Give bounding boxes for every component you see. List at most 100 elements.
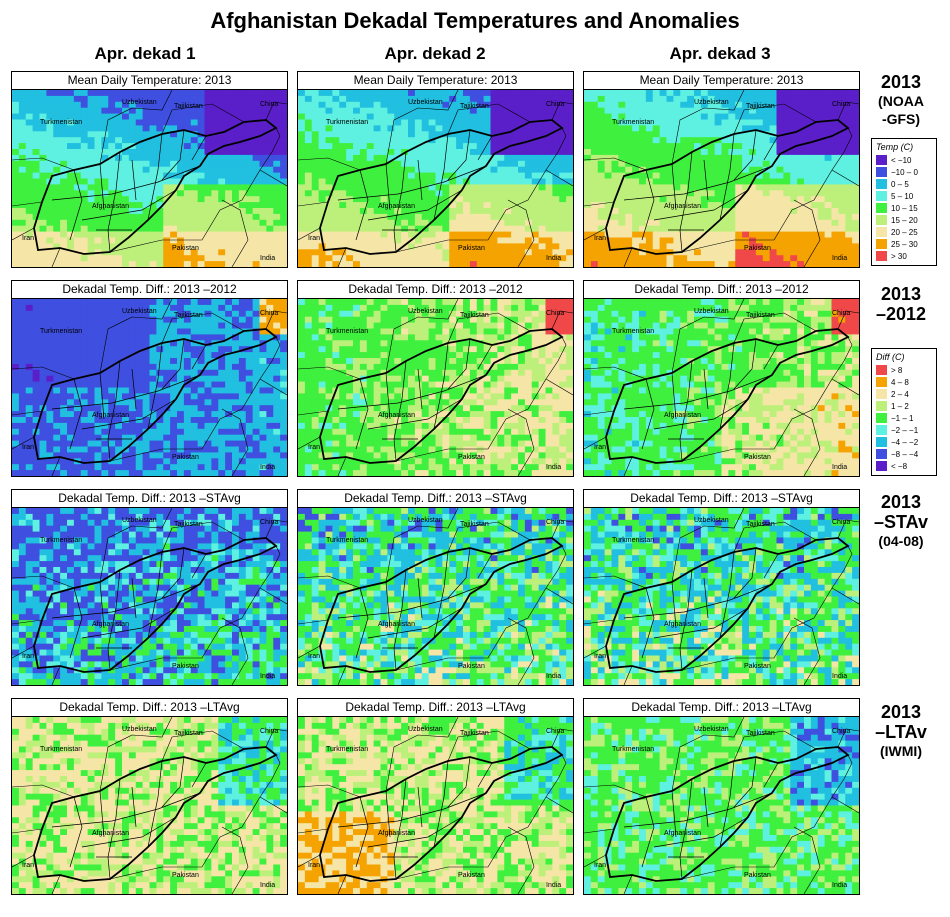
country-border — [623, 874, 633, 894]
country-label-india: India — [832, 882, 847, 889]
province-boundary — [671, 790, 677, 838]
legend-label: −4 – −2 — [891, 437, 919, 447]
difference-legend-item: −4 – −2 — [876, 436, 932, 448]
province-boundary — [719, 133, 735, 221]
map-panel: Dekadal Temp. Diff.: 2013 –STAvg Uzbekist… — [583, 489, 860, 686]
country-border — [12, 854, 35, 868]
map-raster: Uzbekistan Tajikistan China Turkmenistan Afg… — [298, 90, 573, 267]
country-border — [733, 521, 817, 553]
country-border — [161, 312, 245, 344]
province-boundary — [703, 159, 709, 201]
province-boundary — [679, 360, 693, 462]
difference-legend-item: 1 – 2 — [876, 400, 932, 412]
legend-swatch — [876, 401, 887, 411]
country-label-turkmenistan: Turkmenistan — [326, 328, 368, 335]
province-boundary — [385, 372, 391, 420]
province-boundary — [733, 756, 757, 808]
afghanistan-outline — [33, 537, 278, 673]
province-boundary — [679, 569, 693, 671]
map-panel: Dekadal Temp. Diff.: 2013 –LTAvg Uzbekist… — [583, 698, 860, 895]
map-panel: Mean Daily Temperature: 2013 Uzbekistan Ta… — [297, 71, 574, 268]
map-raster: Uzbekistan Tajikistan China Turkmenistan Afg… — [12, 299, 287, 476]
country-border — [584, 784, 647, 798]
map-panel: Dekadal Temp. Diff.: 2013 –LTAvg Uzbekist… — [11, 698, 288, 895]
difference-legend-item: −2 – −1 — [876, 424, 932, 436]
province-boundary — [393, 569, 407, 671]
country-border — [395, 754, 567, 880]
legend-label: < −10 — [891, 155, 912, 165]
difference-legend-item: 2 – 4 — [876, 388, 932, 400]
country-border — [551, 310, 573, 330]
province-boundary — [653, 189, 749, 221]
map-panel: Dekadal Temp. Diff.: 2013 –2012 Uzbekista… — [297, 280, 574, 477]
map-panel: Dekadal Temp. Diff.: 2013 –STAvg Uzbekist… — [11, 489, 288, 686]
country-label-tajikistan: Tajikistan — [746, 103, 775, 110]
country-label-china: China — [260, 519, 278, 526]
temperature-legend-item: 25 – 30 — [876, 238, 932, 250]
country-border — [507, 617, 535, 685]
province-boundary — [367, 816, 463, 848]
map-raster: Uzbekistan Tajikistan China Turkmenistan Afg… — [12, 717, 287, 894]
country-label-turkmenistan: Turkmenistan — [612, 746, 654, 753]
country-border — [837, 728, 859, 748]
province-boundary — [763, 762, 779, 788]
afghanistan-outline — [605, 746, 850, 882]
country-border — [385, 717, 459, 792]
province-boundary — [107, 778, 121, 880]
difference-legend-item: < −8 — [876, 460, 932, 472]
map-raster: Uzbekistan Tajikistan China Turkmenistan Afg… — [584, 299, 859, 476]
country-border — [447, 730, 531, 762]
country-border — [337, 247, 347, 267]
legend-label: −10 – 0 — [891, 167, 918, 177]
country-border — [161, 521, 245, 553]
country-border — [298, 436, 321, 450]
panel-title: Dekadal Temp. Diff.: 2013 –LTAvg — [298, 699, 573, 717]
country-border — [793, 408, 821, 476]
country-label-turkmenistan: Turkmenistan — [612, 119, 654, 126]
country-border — [395, 545, 567, 671]
country-border — [385, 508, 459, 583]
country-border — [109, 127, 281, 253]
country-border — [221, 826, 249, 894]
country-border — [671, 508, 745, 583]
country-label-iran: Iran — [594, 653, 606, 660]
province-boundary — [671, 372, 677, 420]
country-label-china: China — [260, 310, 278, 317]
province-boundary — [433, 342, 449, 430]
legend-swatch — [876, 239, 887, 249]
province-boundary — [147, 760, 163, 848]
province-boundary — [131, 159, 137, 201]
country-border — [99, 299, 173, 374]
country-label-india: India — [832, 673, 847, 680]
country-border — [671, 90, 745, 165]
province-boundary — [69, 796, 83, 868]
country-label-tajikistan: Tajikistan — [746, 521, 775, 528]
afghanistan-outline — [605, 328, 850, 464]
province-boundary — [653, 607, 749, 639]
country-label-tajikistan: Tajikistan — [174, 312, 203, 319]
country-border — [447, 103, 531, 135]
difference-legend-item: −1 – 1 — [876, 412, 932, 424]
province-boundary — [81, 398, 177, 430]
difference-legend-item: > 8 — [876, 364, 932, 376]
legend-label: 4 – 8 — [891, 377, 909, 387]
country-border — [793, 199, 821, 267]
province-boundary — [161, 129, 185, 181]
country-border — [12, 575, 75, 589]
country-border — [12, 201, 43, 207]
country-border — [671, 717, 745, 792]
country-label-tajikistan: Tajikistan — [460, 730, 489, 737]
province-boundary — [393, 151, 407, 253]
legend-label: −2 – −1 — [891, 425, 919, 435]
province-boundary — [447, 129, 471, 181]
province-boundary — [641, 378, 655, 450]
map-panel: Mean Daily Temperature: 2013 Uzbekistan Ta… — [11, 71, 288, 268]
country-border — [671, 299, 745, 374]
legend-label: −1 – 1 — [891, 413, 914, 423]
country-border — [507, 199, 535, 267]
country-label-pakistan: Pakistan — [744, 454, 771, 461]
province-boundary — [763, 553, 779, 579]
country-border — [221, 199, 249, 267]
afghanistan-outline — [33, 746, 278, 882]
panel-title: Dekadal Temp. Diff.: 2013 –2012 — [584, 281, 859, 299]
